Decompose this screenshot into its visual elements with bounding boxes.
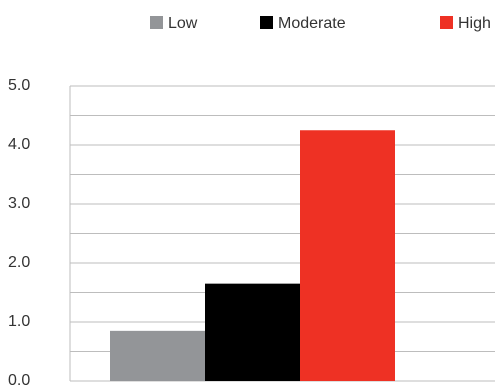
bar bbox=[300, 130, 395, 381]
y-tick-label: 3.0 bbox=[8, 195, 30, 212]
y-tick-label: 1.0 bbox=[8, 313, 30, 330]
legend-swatch bbox=[260, 16, 273, 29]
y-tick-label: 5.0 bbox=[8, 77, 30, 94]
legend-label: High bbox=[458, 15, 491, 32]
legend-swatch bbox=[440, 16, 453, 29]
y-tick-label: 2.0 bbox=[8, 254, 30, 271]
y-tick-label: 0.0 bbox=[8, 372, 30, 389]
y-tick-label: 4.0 bbox=[8, 136, 30, 153]
legend-label: Moderate bbox=[278, 15, 346, 32]
bar bbox=[110, 330, 205, 381]
bar bbox=[205, 283, 300, 381]
legend-swatch bbox=[150, 16, 163, 29]
legend-label: Low bbox=[168, 15, 198, 32]
